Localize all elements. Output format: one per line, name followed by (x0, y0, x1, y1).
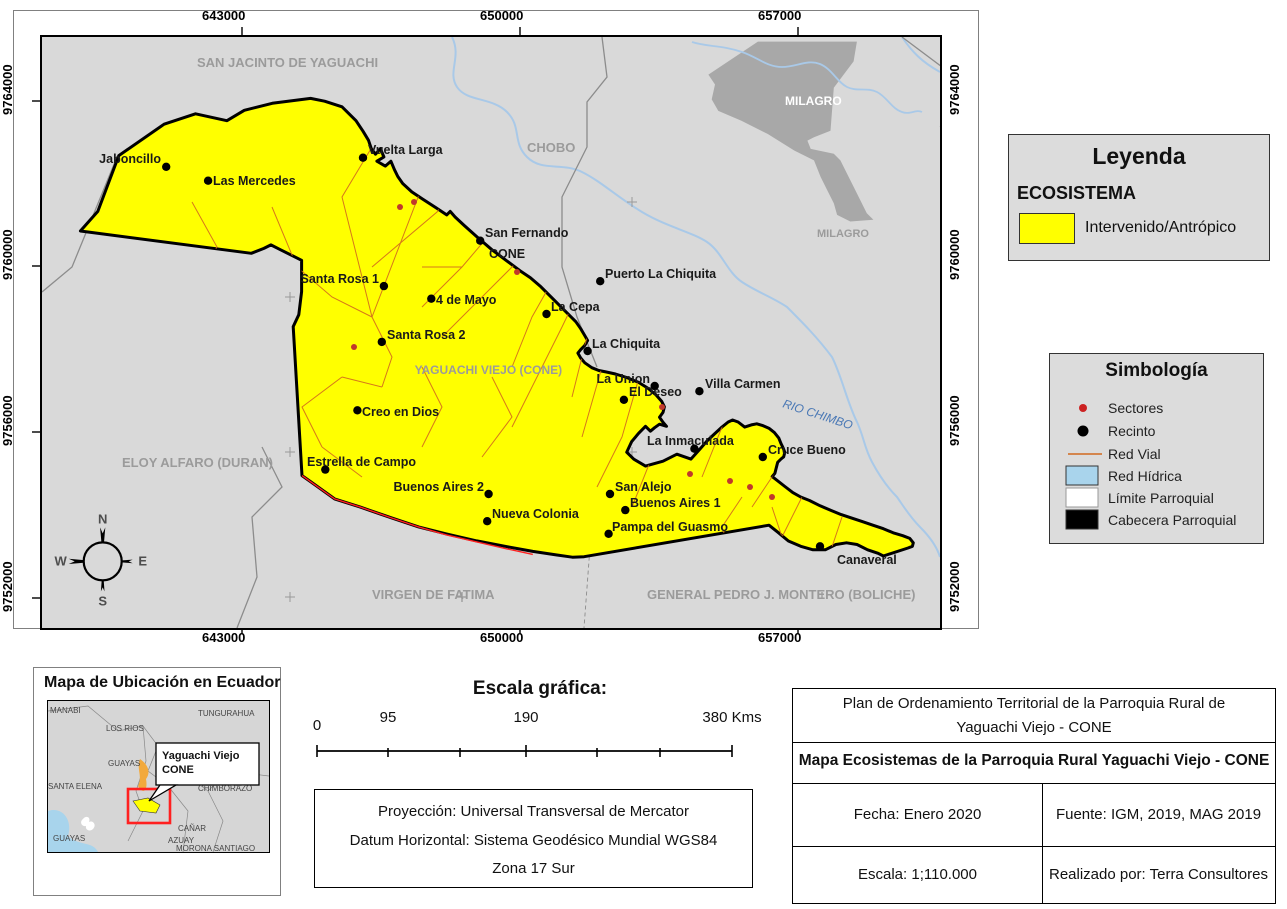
svg-text:Estrella de Campo: Estrella de Campo (307, 455, 416, 469)
svg-text:CAÑAR: CAÑAR (178, 824, 206, 833)
svg-text:SANTA ELENA: SANTA ELENA (48, 782, 103, 791)
svg-text:Vuelta Larga: Vuelta Larga (368, 143, 444, 157)
svg-text:El Deseo: El Deseo (629, 385, 682, 399)
svg-text:TUNGURAHUA: TUNGURAHUA (198, 709, 255, 718)
svg-text:Red Hídrica: Red Hídrica (1108, 468, 1182, 484)
svg-text:CHOBO: CHOBO (527, 140, 575, 155)
svg-text:La Chiquita: La Chiquita (592, 337, 661, 351)
svg-text:Buenos Aires 2: Buenos Aires 2 (393, 480, 484, 494)
svg-text:YAGUACHI VIEJO (CONE): YAGUACHI VIEJO (CONE) (415, 363, 563, 377)
svg-text:Santa Rosa 1: Santa Rosa 1 (300, 272, 379, 286)
svg-text:La Union: La Union (597, 372, 650, 386)
svg-text:190: 190 (513, 709, 538, 726)
svg-text:GUAYAS: GUAYAS (53, 834, 85, 843)
svg-text:N: N (98, 511, 107, 526)
svg-text:E: E (138, 553, 147, 568)
svg-text:RIO CHIMBO: RIO CHIMBO (781, 397, 854, 433)
svg-text:Santa Rosa 2: Santa Rosa 2 (387, 328, 466, 342)
svg-text:MILAGRO: MILAGRO (817, 228, 869, 240)
svg-text:Canaveral: Canaveral (837, 553, 897, 567)
svg-text:380 Kms: 380 Kms (702, 709, 761, 726)
svg-text:S: S (98, 593, 107, 608)
svg-text:Yaguachi Viejo: Yaguachi Viejo (162, 750, 240, 762)
svg-text:Pampa del Guasmo: Pampa del Guasmo (612, 520, 728, 534)
svg-text:Jaboncillo: Jaboncillo (99, 152, 161, 166)
svg-text:Puerto La Chiquita: Puerto La Chiquita (605, 267, 717, 281)
svg-text:Villa Carmen: Villa Carmen (705, 377, 781, 391)
svg-text:GUAYAS: GUAYAS (108, 759, 140, 768)
svg-text:Creo en Dios: Creo en Dios (362, 405, 439, 419)
svg-text:Límite Parroquial: Límite Parroquial (1108, 490, 1214, 506)
svg-text:CHIMBORAZO: CHIMBORAZO (198, 784, 252, 793)
svg-text:La Inmaculada: La Inmaculada (647, 434, 735, 448)
svg-text:MORONA SANTIAGO: MORONA SANTIAGO (176, 844, 255, 852)
svg-text:Nueva Colonia: Nueva Colonia (492, 507, 580, 521)
svg-text:GENERAL PEDRO J. MONTERO (BOLI: GENERAL PEDRO J. MONTERO (BOLICHE) (647, 587, 915, 602)
svg-text:La Cepa: La Cepa (551, 300, 601, 314)
svg-text:Red Vial: Red Vial (1108, 446, 1161, 462)
svg-text:Recinto: Recinto (1108, 423, 1156, 439)
svg-text:CONE: CONE (162, 764, 194, 776)
svg-text:95: 95 (380, 709, 397, 726)
svg-text:4 de Mayo: 4 de Mayo (436, 293, 497, 307)
svg-text:SAN JACINTO DE YAGUACHI: SAN JACINTO DE YAGUACHI (197, 55, 378, 70)
svg-text:MILAGRO: MILAGRO (785, 94, 842, 108)
svg-text:Cruce Bueno: Cruce Bueno (768, 443, 846, 457)
svg-text:San Fernando: San Fernando (485, 226, 569, 240)
svg-text:W: W (55, 553, 68, 568)
svg-text:San Alejo: San Alejo (615, 480, 672, 494)
svg-text:ELOY ALFARO (DURAN): ELOY ALFARO (DURAN) (122, 455, 273, 470)
svg-text:Buenos Aires 1: Buenos Aires 1 (630, 496, 721, 510)
svg-text:LOS RIOS: LOS RIOS (106, 724, 144, 733)
svg-text:VIRGEN DE FATIMA: VIRGEN DE FATIMA (372, 587, 495, 602)
svg-text:Las Mercedes: Las Mercedes (213, 174, 296, 188)
svg-text:Cabecera Parroquial: Cabecera Parroquial (1108, 512, 1236, 528)
svg-text:MANABI: MANABI (50, 706, 81, 715)
svg-text:Sectores: Sectores (1108, 400, 1163, 416)
svg-text:CONE: CONE (489, 247, 525, 261)
svg-text:0: 0 (313, 717, 321, 734)
